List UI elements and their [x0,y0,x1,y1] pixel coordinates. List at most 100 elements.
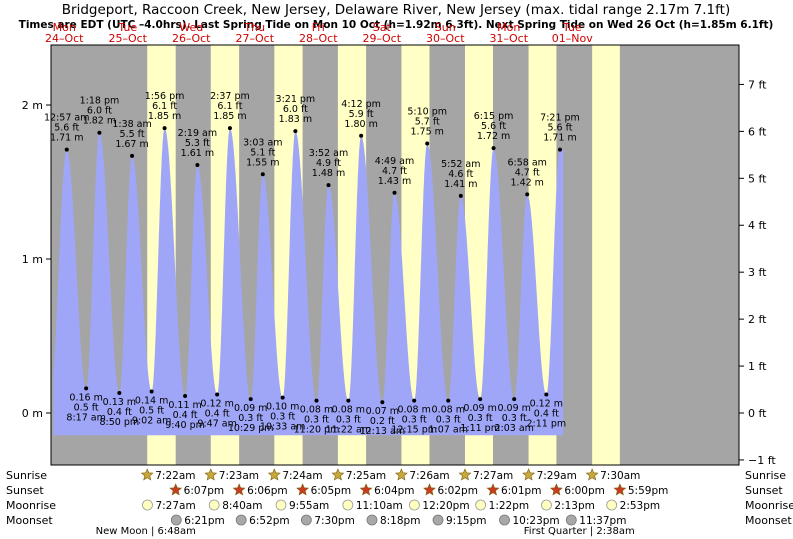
tide-point-low [183,394,188,399]
sunrise-time-label: 7:27am [473,470,513,482]
sunset-time-label: 6:07pm [184,485,224,497]
tide-label-low: 2:03 am [494,423,533,434]
sunrise-star-icon [458,468,472,481]
sunset-star-icon [296,483,310,496]
tide-label-low: 0.09 m [497,403,530,414]
tide-label-low: 0.2 ft [370,416,395,427]
row-label-left-sunset: Sunset [6,484,44,497]
tide-label-low: 0.3 ft [304,415,329,426]
tide-label-high: 1.43 m [378,176,411,187]
moonrise-icon [541,499,552,511]
tide-label-low: 0.08 m [300,405,333,416]
tide-label-high: 1.55 m [246,157,279,168]
day-label-7-dow: Mon [497,21,520,34]
sunrise-time-label: 7:29am [537,470,577,482]
sunset-time-label: 5:59pm [628,485,668,497]
tide-label-low: 1:07 am [429,425,468,436]
tide-label-low: 0.16 m [69,392,102,403]
day-label-0-dow: Mon [53,21,76,34]
sunset-time-label: 6:02pm [437,485,477,497]
tide-point-low [215,392,220,397]
moonset-icon [565,514,577,526]
tide-label-high: 4:12 pm [341,99,381,110]
chart-title: Bridgeport, Raccoon Creek, New Jersey, D… [62,2,730,18]
tide-point-high [227,126,232,131]
sunset-time-label: 6:00pm [564,485,604,497]
tide-label-high: 5.1 ft [250,147,275,158]
moon-phase-label: New Moon | 6:48am [96,526,196,537]
tide-label-low: 8:50 pm [100,417,140,428]
day-label-1-dow: Tue [117,21,137,34]
moonset-time-label: 9:15pm [446,515,486,527]
tide-label-low: 12:15 pm [391,425,437,436]
sunset-time-label: 6:01pm [501,485,541,497]
tide-label-high: 5.9 ft [349,109,374,120]
moonrise-time-label: 11:10am [356,500,403,512]
sunrise-star-icon [331,468,345,481]
moonset-time-label: 8:18pm [380,515,420,527]
moonrise-time-label: 8:40am [222,500,262,512]
day-label-2-date: 26–Oct [172,32,211,45]
moonset-icon [432,514,444,526]
tide-point-high [130,153,135,158]
tide-point-high [326,183,331,188]
tide-label-high: 1:18 pm [80,96,120,107]
tide-label-high: 6:58 am [508,157,547,168]
tide-label-high: 3:21 pm [276,94,316,105]
sunset-time-label: 6:04pm [374,485,414,497]
day-label-4-dow: Fri [312,21,325,34]
tide-label-high: 1:56 pm [145,91,185,102]
tide-label-high: 5.3 ft [185,138,210,149]
tide-label-low: 11:22 am [326,425,371,436]
tide-point-high [195,163,200,168]
tide-point-low [544,392,549,397]
tide-label-low: 0.3 ft [270,412,295,423]
moonset-icon [366,514,378,526]
tide-label-low: 1:11 pm [460,423,500,434]
tide-label-high: 6:15 pm [474,111,514,122]
tide-label-low: 0.3 ft [468,413,493,424]
tide-label-high: 1.85 m [213,111,246,122]
tide-label-high: 1.42 m [511,177,544,188]
row-label-right-sunset: Sunset [745,484,783,497]
y-axis-left-m: 0 m 1 m 2 m [22,99,51,420]
day-label-5-dow: Sat [373,21,392,34]
row-label-left-moonset: Moonset [6,514,53,527]
tide-label-high: 1.71 m [543,133,576,144]
tide-point-low [84,386,89,391]
tide-label-low: 0.5 ft [74,402,99,413]
tide-label-low: 0.12 m [200,399,233,410]
moonrise-icon [275,499,287,511]
sunrise-time-label: 7:22am [155,470,195,482]
sunrise-star-icon [140,468,154,481]
y-tick-label-ft: 4 ft [748,219,767,232]
tide-label-low: 0.13 m [103,397,136,408]
tide-label-high: 5:10 pm [407,107,447,118]
tide-label-high: 4.9 ft [316,158,341,169]
tide-label-low: 0.09 m [234,403,267,414]
tide-point-low [512,397,517,402]
plot-frame [50,44,740,466]
tide-label-low: 0.07 m [366,406,399,417]
sunset-time-label: 6:05pm [311,485,351,497]
sunrise-star-icon [522,468,536,481]
sunset-star-icon [232,483,246,496]
moonrise-icon [208,499,220,511]
tide-label-high: 5.6 ft [54,123,79,134]
moonset-icon [235,514,247,526]
tide-label-low: 0.4 ft [205,409,230,420]
tide-label-high: 5.5 ft [120,129,145,140]
tide-label-low: 2:11 pm [526,419,566,430]
tide-point-high [162,126,167,131]
day-header: 24–OctMon25–OctTue26–OctWed27–OctThu28–O… [45,21,593,45]
row-label-left-moonrise: Moonrise [6,499,56,512]
tide-label-low: 0.4 ft [534,409,559,420]
tide-label-high: 1.48 m [312,168,345,179]
moon-phase-label: First Quarter | 2:38am [524,526,635,537]
tide-label-low: 0.08 m [432,405,465,416]
y-tick-label-ft: 3 ft [748,266,767,279]
day-label-3-date: 27–Oct [235,32,274,45]
tide-label-low: 10:29 pm [228,423,274,434]
moonrise-icon [606,499,618,511]
